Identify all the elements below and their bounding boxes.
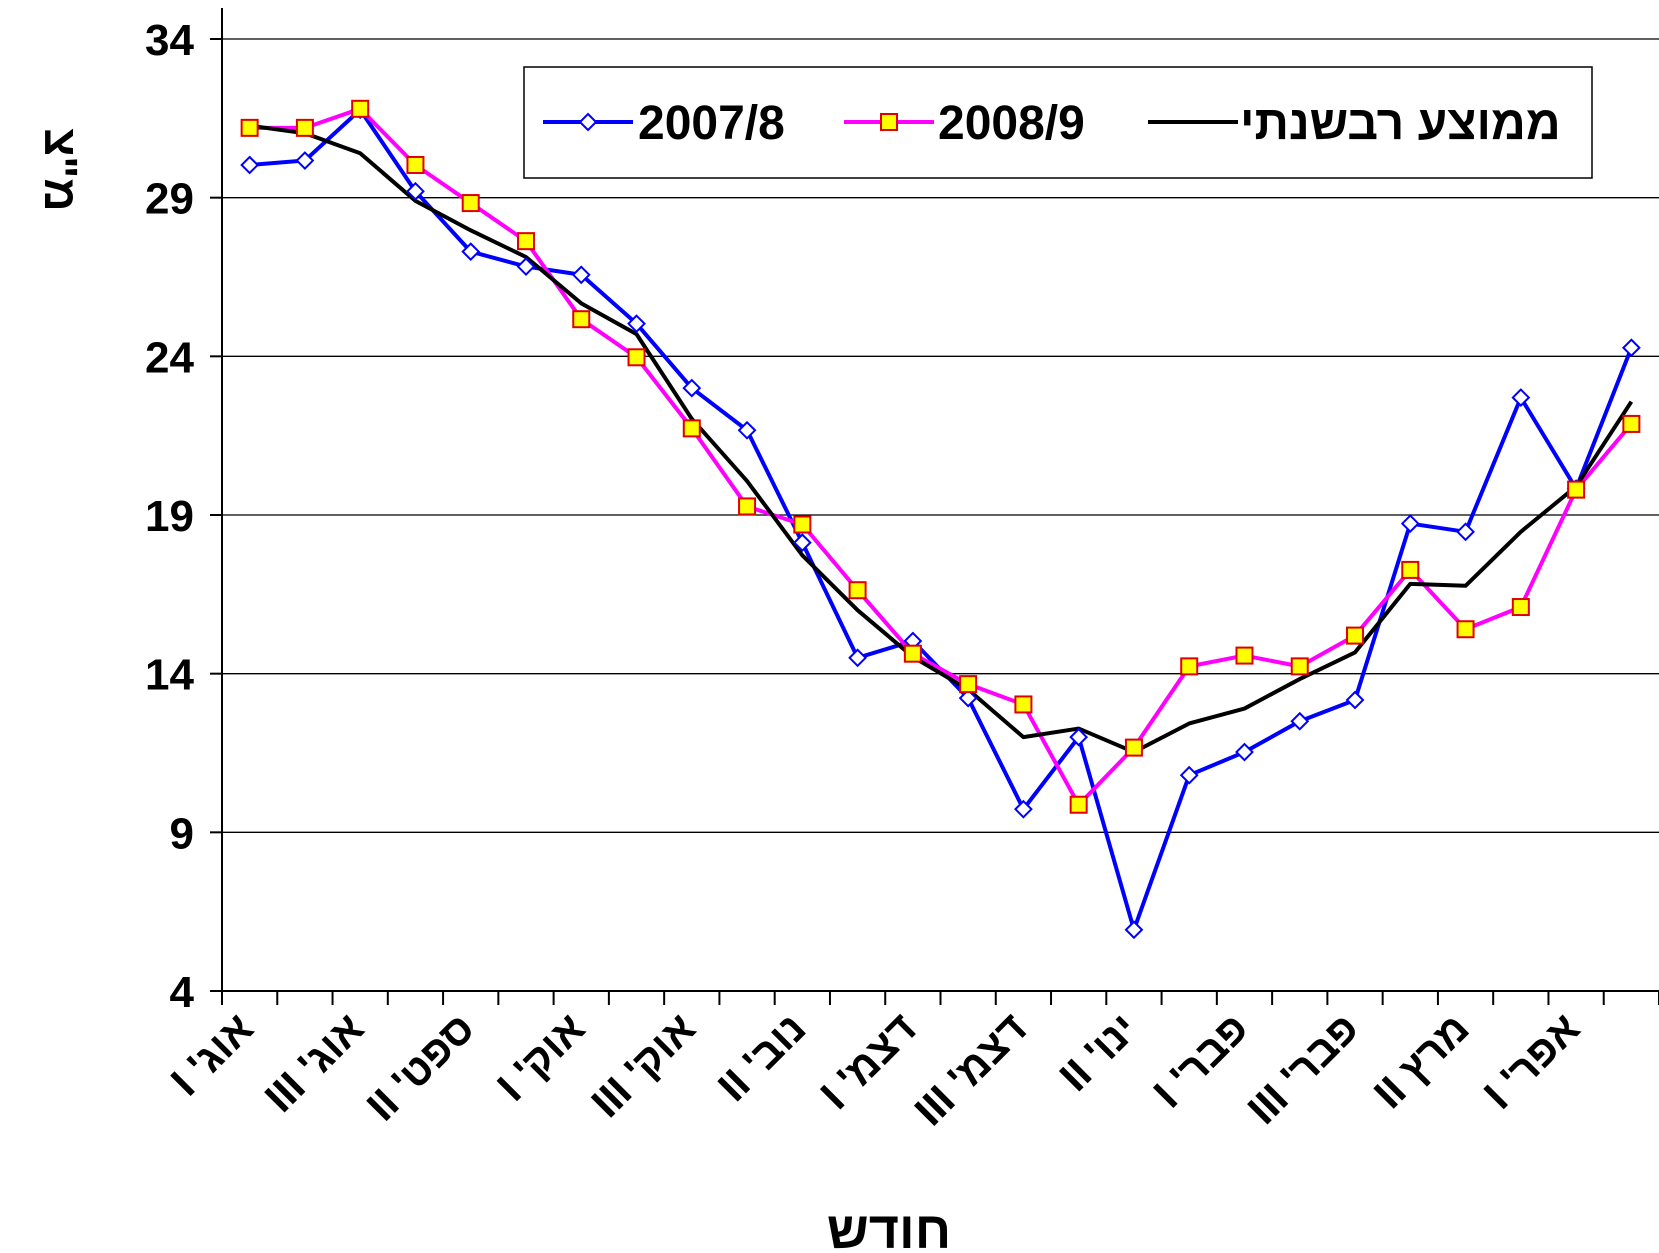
x-tick-label: ספט' II (358, 1004, 483, 1129)
marker (516, 232, 535, 251)
marker (351, 99, 370, 118)
marker (848, 648, 868, 668)
marker (406, 181, 425, 201)
y-tick-label: 9 (170, 809, 194, 858)
x-tick-label: דצמ' III (906, 1004, 1036, 1134)
marker (958, 688, 978, 708)
marker (1290, 657, 1309, 676)
y-tick-label: 19 (145, 492, 194, 541)
x-tick-label: מרץ II (1365, 1004, 1478, 1117)
marker (516, 257, 536, 276)
y-tick-label: 4 (170, 968, 195, 1017)
y-tick-label: 24 (145, 333, 194, 382)
y-tick-label: 14 (145, 651, 194, 700)
marker (737, 420, 757, 440)
marker (682, 378, 702, 398)
legend-box (523, 66, 1593, 179)
marker (959, 675, 978, 694)
y-axis-label: מ"צ (35, 128, 87, 211)
marker (1456, 522, 1475, 542)
marker (1013, 799, 1033, 819)
x-tick-label: אוג' III (256, 1004, 373, 1121)
marker (1567, 480, 1586, 499)
marker (295, 151, 315, 170)
marker (1400, 514, 1420, 533)
marker (1180, 657, 1199, 676)
series-line (249, 107, 1634, 932)
legend-label: ממוצע רבשנתי (1240, 97, 1561, 150)
y-tick-label: 29 (145, 175, 194, 224)
marker (848, 581, 867, 600)
marker (1069, 727, 1089, 747)
marker (1511, 388, 1531, 408)
marker (1235, 646, 1254, 665)
marker (461, 242, 481, 262)
x-tick-label: אוק' III (582, 1004, 704, 1126)
marker (1346, 626, 1365, 645)
marker (240, 118, 259, 137)
x-tick-label: אוג' I (162, 1004, 262, 1104)
marker (572, 310, 591, 329)
x-tick-label: אוק' I (488, 1004, 593, 1109)
x-tick-label: נוב' II (709, 1004, 815, 1110)
marker (1179, 765, 1199, 785)
x-tick-label: אפר' I (1475, 1004, 1589, 1118)
marker (627, 314, 646, 334)
marker (1456, 620, 1475, 639)
marker (1124, 920, 1144, 940)
x-tick-label: פבר' III (1239, 1004, 1368, 1133)
marker (793, 515, 812, 534)
marker (1621, 338, 1641, 358)
legend-label: 2007/8 (638, 97, 785, 150)
x-tick-label: ינו' II (1051, 1004, 1147, 1100)
legend-marker (880, 113, 898, 131)
legend-marker (578, 112, 598, 132)
x-axis-label: חודש (827, 1202, 951, 1253)
marker (295, 118, 314, 137)
series-line (249, 106, 1633, 807)
marker (682, 419, 701, 438)
marker (1014, 695, 1033, 714)
series-line (249, 123, 1634, 755)
marker (903, 644, 922, 663)
legend-label: 2008/9 (938, 97, 1085, 150)
marker (738, 497, 757, 516)
marker (1401, 560, 1420, 579)
marker (240, 155, 260, 175)
marker (1235, 742, 1254, 762)
marker (571, 265, 591, 285)
marker (1622, 414, 1641, 433)
marker (1511, 598, 1530, 617)
marker (1345, 690, 1365, 710)
marker (406, 155, 425, 174)
marker (792, 533, 812, 553)
marker (461, 194, 480, 213)
y-tick-label: 34 (145, 16, 194, 65)
marker (1290, 711, 1310, 731)
marker (627, 348, 646, 367)
marker (1069, 795, 1088, 814)
marker (1124, 738, 1143, 757)
